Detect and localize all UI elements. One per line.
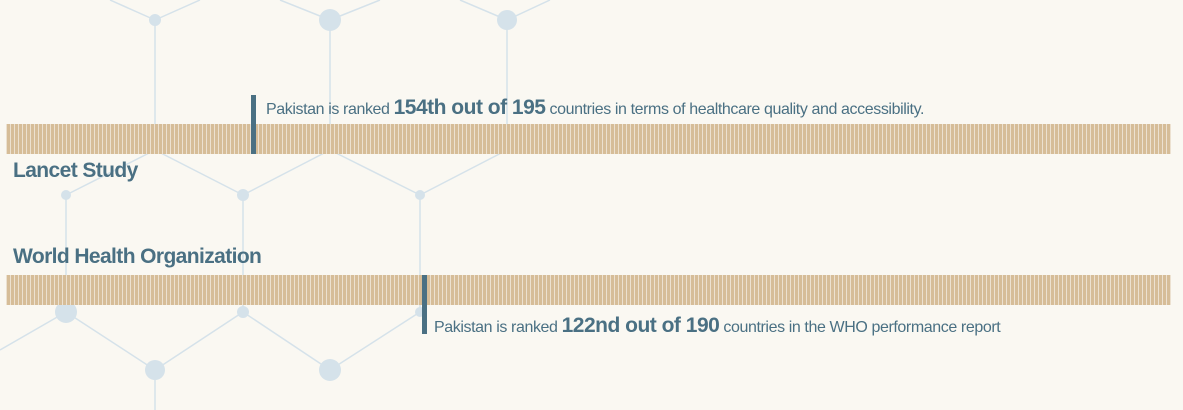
who-note-suffix: countries in the WHO performance report xyxy=(723,319,1001,336)
who-rank-highlight: 122nd out of 190 xyxy=(561,314,720,337)
lancet-note-prefix: Pakistan is ranked xyxy=(266,101,390,118)
lancet-rank-highlight: 154th out of 195 xyxy=(393,96,546,119)
lancet-note-suffix: countries in terms of healthcare quality… xyxy=(549,101,925,118)
lancet-timeline-bar xyxy=(6,124,1171,154)
who-ranking-note: Pakistan is ranked 122nd out of 190 coun… xyxy=(434,314,1001,338)
lancet-rank-marker xyxy=(251,95,256,154)
lancet-ranking-note: Pakistan is ranked 154th out of 195 coun… xyxy=(266,96,924,120)
who-rank-marker xyxy=(422,275,427,334)
who-label: World Health Organization xyxy=(13,245,262,268)
who-timeline-bar xyxy=(6,275,1171,305)
who-note-prefix: Pakistan is ranked xyxy=(434,319,558,336)
lancet-study-label: Lancet Study xyxy=(13,159,138,182)
